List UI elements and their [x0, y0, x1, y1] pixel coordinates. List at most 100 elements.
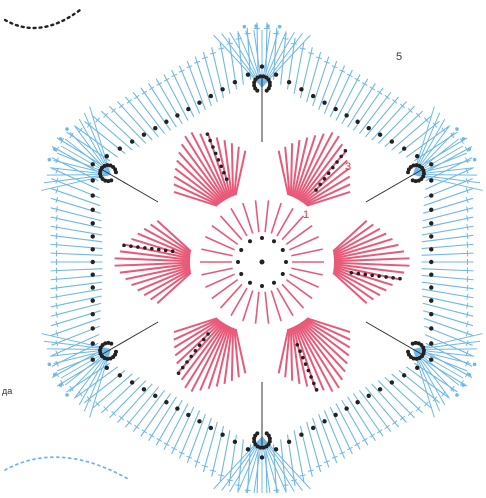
petal-dot	[198, 343, 202, 347]
petal-dot	[164, 249, 168, 253]
chain-dot	[91, 221, 95, 225]
petal-dot	[344, 149, 348, 153]
petal-dot	[298, 349, 302, 353]
center-stitch	[277, 208, 293, 236]
outer-stitch	[195, 418, 211, 467]
chain-dot	[142, 387, 146, 391]
chain-dot	[130, 139, 134, 143]
chain-dot	[175, 113, 179, 117]
chain-dot	[142, 133, 146, 137]
picot-stem	[366, 170, 422, 203]
petal-dot	[136, 245, 140, 249]
picot-stem	[366, 322, 422, 355]
chain-dot	[378, 133, 382, 137]
petal-stitch	[157, 273, 190, 303]
outer-stitch	[179, 66, 199, 114]
petal-dot	[331, 166, 335, 170]
center-stitch	[256, 292, 259, 324]
outer-stitch	[422, 253, 474, 255]
outer-stitch-bar	[142, 91, 147, 94]
outer-stitch	[319, 414, 337, 463]
picot-dot	[48, 363, 52, 367]
outer-stitch	[324, 410, 344, 458]
chain-dot	[91, 272, 95, 276]
chain-dot	[91, 341, 95, 345]
picot-loop-dot	[109, 342, 113, 346]
chain-dot	[367, 394, 371, 398]
petal-dot	[301, 356, 305, 360]
chain-dot	[118, 146, 122, 150]
chain-dot	[186, 413, 190, 417]
outer-stitch-bar	[300, 475, 306, 476]
chain-dot	[274, 447, 278, 451]
chain-dot	[118, 373, 122, 377]
outer-stitch	[187, 61, 205, 110]
picot-loop-dot	[406, 350, 410, 354]
petal-dot	[339, 155, 343, 159]
chain-dot	[355, 400, 359, 404]
outer-stitch-bar	[467, 276, 468, 282]
outer-stitch	[109, 381, 145, 418]
chain-dot	[429, 272, 433, 276]
petal-dot	[312, 382, 316, 386]
picot-loop-dot	[265, 89, 269, 93]
petal-dot	[150, 247, 154, 251]
chain-dot	[175, 406, 179, 410]
center-dot	[281, 272, 285, 276]
picot-dot	[266, 24, 270, 28]
chain-dot	[429, 358, 433, 362]
outer-stitch-bar	[56, 233, 57, 239]
chain-dot	[415, 366, 419, 370]
petal-dot	[318, 183, 322, 187]
petal-dot	[377, 274, 381, 278]
chain-dot	[91, 193, 95, 197]
petal-dot	[323, 177, 327, 181]
chain-dot	[344, 406, 348, 410]
center-dot	[239, 248, 243, 252]
outer-stitch	[313, 57, 329, 106]
chain-dot	[197, 419, 201, 423]
picot-dot	[254, 24, 258, 28]
petal-dot	[304, 362, 308, 366]
outer-stitch	[422, 275, 474, 279]
chain-dot	[130, 380, 134, 384]
chain-dot	[429, 221, 433, 225]
outer-stitch-bar	[56, 276, 57, 282]
picot-dot	[455, 393, 459, 397]
chain-dot	[91, 260, 95, 264]
outer-stitch-bar	[149, 434, 154, 437]
chain-dot	[311, 94, 315, 98]
outer-stitch-bar	[56, 294, 57, 300]
chain-dot	[260, 64, 264, 68]
chain-dot	[91, 234, 95, 238]
center-dot	[284, 260, 288, 264]
outer-stitch	[313, 418, 329, 467]
chain-dot	[164, 400, 168, 404]
chain-dot	[344, 113, 348, 117]
outer-stitch-bar	[56, 303, 57, 309]
outer-stitch	[117, 384, 152, 423]
chain-dot	[153, 394, 157, 398]
center-stitch	[265, 292, 268, 324]
chain-dot	[429, 193, 433, 197]
outer-stitch	[372, 102, 407, 141]
chain-dot	[287, 440, 291, 444]
outer-stitch-bar	[467, 285, 468, 291]
outer-stitch-bar	[210, 53, 216, 54]
picot-dot	[53, 147, 57, 151]
outer-stitch-bar	[56, 224, 57, 230]
chain-dot	[299, 87, 303, 91]
chain-dot	[220, 432, 224, 436]
petal-dot	[181, 366, 185, 370]
outer-stitch	[324, 66, 344, 114]
center-stitch	[291, 268, 322, 275]
picot-dot	[467, 373, 471, 377]
outer-stitch-bar	[377, 430, 382, 433]
petal-dot	[143, 246, 147, 250]
outer-stitch	[125, 387, 158, 427]
outer-stitch-bar	[218, 48, 224, 49]
petal-dot	[363, 273, 367, 277]
outer-stitch-bar	[385, 95, 390, 99]
petal-dot	[370, 273, 374, 277]
petal-stitch	[151, 224, 191, 252]
